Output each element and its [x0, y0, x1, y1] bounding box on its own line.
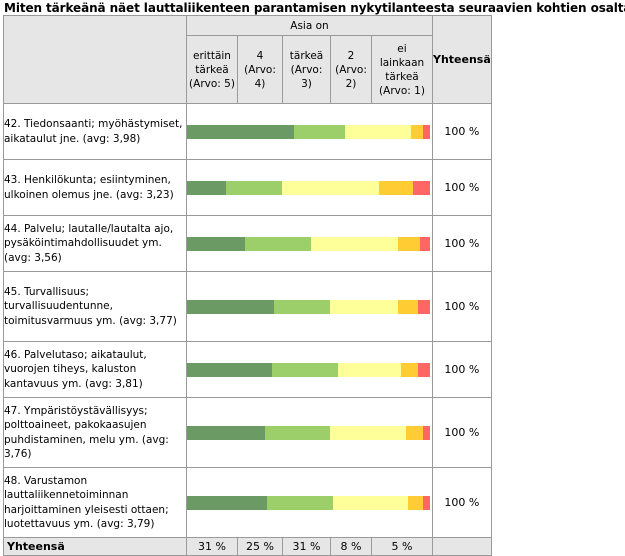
option-header-2: 2 (Arvo: 2): [330, 35, 372, 104]
question-label: 45. Turvallisuus; turvallisuudentunne, t…: [3, 271, 187, 342]
segment-very-important: [187, 362, 273, 377]
segment-not-important: [412, 180, 430, 195]
segment-value-2: [410, 124, 423, 139]
table-row: 42. Tiedonsaanti; myöhästymiset, aikatau…: [3, 103, 492, 160]
total-value-5: 31 %: [186, 537, 238, 556]
bar-cell: [186, 215, 433, 272]
group-header: Asia on: [186, 15, 433, 36]
row-total: 100 %: [432, 103, 492, 160]
segment-very-important: [187, 180, 226, 195]
segment-important: [330, 299, 399, 314]
segment-very-important: [187, 495, 268, 510]
segment-value-4: [245, 236, 311, 251]
option-header-4: 4 (Arvo: 4): [237, 35, 283, 104]
row-total: 100 %: [432, 215, 492, 272]
segment-important: [332, 495, 409, 510]
totals-row: Yhteensä 31 % 25 % 31 % 8 % 5 %: [3, 537, 492, 556]
segment-important: [344, 124, 411, 139]
table-row: 44. Palvelu; lautalle/lautalta ajo, pysä…: [3, 215, 492, 272]
stacked-bar: [187, 425, 430, 440]
question-label: 44. Palvelu; lautalle/lautalta ajo, pysä…: [3, 215, 187, 272]
table-row: 45. Turvallisuus; turvallisuudentunne, t…: [3, 271, 492, 342]
segment-value-4: [272, 362, 338, 377]
segment-value-4: [293, 124, 345, 139]
totals-label: Yhteensä: [3, 537, 187, 556]
totals-empty-cell: [432, 537, 492, 556]
segment-not-important: [417, 362, 430, 377]
segment-value-4: [264, 425, 331, 440]
bar-cell: [186, 103, 433, 160]
question-label: 42. Tiedonsaanti; myöhästymiset, aikatau…: [3, 103, 187, 160]
segment-not-important: [417, 299, 430, 314]
segment-value-2: [378, 180, 413, 195]
option-label-2: 2 (Arvo: 2): [335, 49, 367, 90]
option-header-1: ei lainkaan tärkeä (Arvo: 1): [371, 35, 433, 104]
bar-cell: [186, 341, 433, 398]
segment-value-2: [398, 236, 421, 251]
segment-value-4: [267, 495, 333, 510]
segment-not-important: [422, 425, 430, 440]
row-total: 100 %: [432, 159, 492, 216]
table-row: 48. Varustamon lauttaliikennetoiminnan h…: [3, 467, 492, 538]
stacked-bar: [187, 362, 430, 377]
segment-very-important: [187, 236, 246, 251]
segment-important: [330, 425, 406, 440]
segment-important: [310, 236, 399, 251]
segment-value-2: [405, 425, 423, 440]
row-total: 100 %: [432, 397, 492, 468]
question-label: 46. Palvelutaso; aikataulut, vuorojen ti…: [3, 341, 187, 398]
total-value-2: 8 %: [330, 537, 372, 556]
segment-not-important: [422, 124, 430, 139]
row-total: 100 %: [432, 271, 492, 342]
option-header-3: tärkeä (Arvo: 3): [282, 35, 331, 104]
question-label: 47. Ympäristöystävällisyys; polttoaineet…: [3, 397, 187, 468]
option-label-1: ei lainkaan tärkeä (Arvo: 1): [379, 42, 425, 97]
segment-important: [337, 362, 401, 377]
option-label-5: erittäin tärkeä (Arvo: 5): [189, 49, 235, 90]
total-value-4: 25 %: [237, 537, 283, 556]
stacked-bar: [187, 495, 430, 510]
segment-value-2: [400, 362, 418, 377]
segment-very-important: [187, 299, 275, 314]
table-row: 46. Palvelutaso; aikataulut, vuorojen ti…: [3, 341, 492, 398]
total-value-3: 31 %: [282, 537, 331, 556]
corner-header-cell: [3, 15, 187, 104]
segment-important: [281, 180, 379, 195]
segment-value-2: [398, 299, 418, 314]
total-header: Yhteensä: [432, 15, 492, 104]
page-title: Miten tärkeänä näet lauttaliikenteen par…: [4, 1, 625, 15]
option-label-3: tärkeä (Arvo: 3): [289, 49, 324, 90]
segment-very-important: [187, 124, 294, 139]
option-header-5: erittäin tärkeä (Arvo: 5): [186, 35, 238, 104]
stacked-bar: [187, 180, 430, 195]
segment-value-4: [225, 180, 282, 195]
stacked-bar: [187, 299, 430, 314]
segment-value-4: [274, 299, 331, 314]
question-label: 48. Varustamon lauttaliikennetoiminnan h…: [3, 467, 187, 538]
segment-not-important: [422, 495, 430, 510]
bar-cell: [186, 397, 433, 468]
table-row: 43. Henkilökunta; esiintyminen, ulkoinen…: [3, 159, 492, 216]
option-label-4: 4 (Arvo: 4): [244, 49, 276, 90]
row-total: 100 %: [432, 341, 492, 398]
table-row: 47. Ympäristöystävällisyys; polttoaineet…: [3, 397, 492, 468]
stacked-bar: [187, 236, 430, 251]
stacked-bar: [187, 124, 430, 139]
segment-not-important: [420, 236, 430, 251]
row-total: 100 %: [432, 467, 492, 538]
bar-cell: [186, 467, 433, 538]
bar-cell: [186, 271, 433, 342]
bar-cell: [186, 159, 433, 216]
question-label: 43. Henkilökunta; esiintyminen, ulkoinen…: [3, 159, 187, 216]
survey-results-table: Asia on Yhteensä erittäin tärkeä (Arvo: …: [3, 15, 492, 556]
segment-value-2: [408, 495, 423, 510]
segment-very-important: [187, 425, 265, 440]
total-value-1: 5 %: [371, 537, 433, 556]
